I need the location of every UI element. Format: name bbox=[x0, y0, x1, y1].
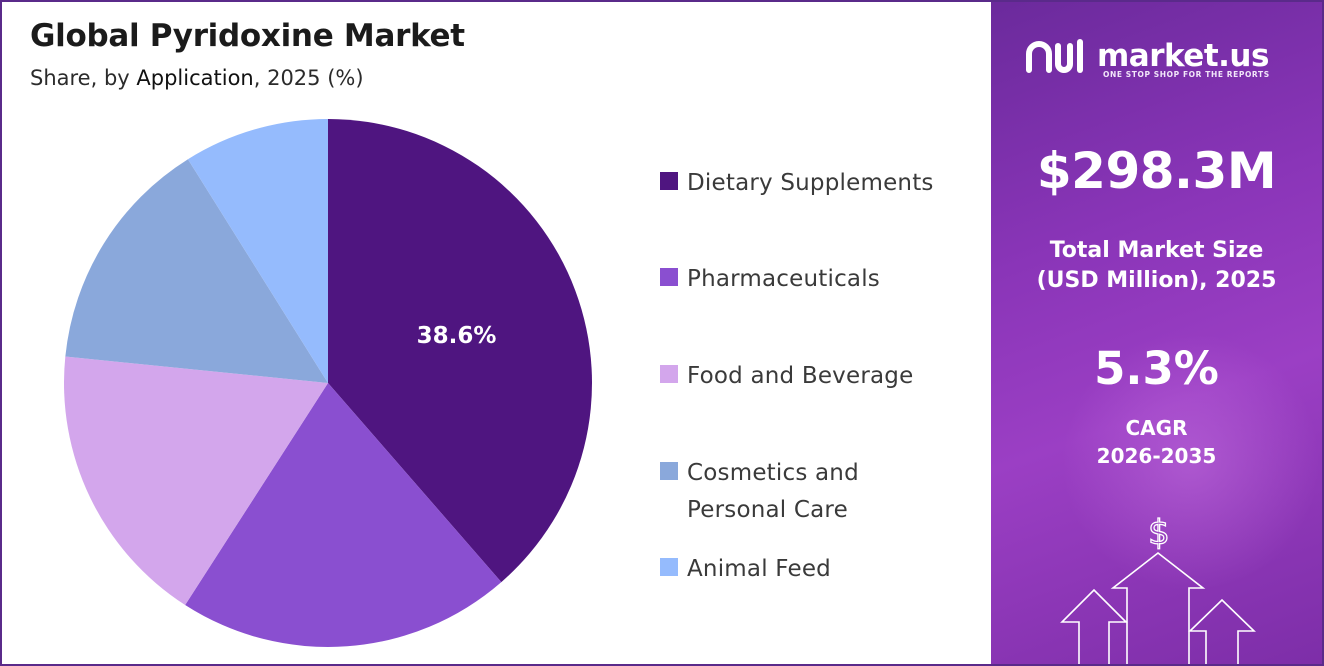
chart-subtitle: Share, by Application, 2025 (%) bbox=[30, 66, 364, 90]
dollar-icon: $ bbox=[1148, 513, 1170, 553]
market-size-value: $298.3M bbox=[1036, 142, 1277, 200]
market-size-label-line2: (USD Million), 2025 bbox=[1036, 268, 1277, 293]
cagr-period: 2026-2035 bbox=[1096, 444, 1217, 468]
legend-swatch bbox=[660, 365, 678, 383]
panel-glow bbox=[1061, 332, 1321, 592]
chart-title: Global Pyridoxine Market bbox=[30, 18, 465, 54]
brand-logo: market.us bbox=[1025, 36, 1269, 76]
brand-name: market.us bbox=[1097, 37, 1269, 74]
pie-slice-pharmaceuticals bbox=[185, 383, 502, 648]
cagr-label: CAGR bbox=[1125, 416, 1188, 440]
subtitle-prefix: Share, by bbox=[30, 66, 137, 90]
legend-item: Dietary Supplements bbox=[660, 165, 960, 202]
legend-swatch bbox=[660, 172, 678, 190]
cagr-value: 5.3% bbox=[1094, 342, 1219, 395]
pie-chart: 38.6% bbox=[63, 119, 593, 648]
legend-item: Cosmetics and Personal Care bbox=[660, 455, 960, 529]
subtitle-suffix: , 2025 (%) bbox=[253, 66, 364, 90]
pie-slice-animal-feed bbox=[187, 119, 328, 383]
pie-slice-cosmetics-and-personal-care bbox=[65, 159, 328, 383]
legend-item: Food and Beverage bbox=[660, 358, 960, 395]
legend-item: Pharmaceuticals bbox=[660, 261, 960, 298]
legend-swatch bbox=[660, 462, 678, 480]
legend-swatch bbox=[660, 268, 678, 286]
subtitle-application: Application bbox=[136, 66, 254, 90]
legend-label: Cosmetics and Personal Care bbox=[687, 460, 859, 523]
legend-label: Food and Beverage bbox=[687, 363, 914, 389]
pie-slice-food-and-beverage bbox=[63, 356, 328, 606]
chart-panel: Global Pyridoxine Market Share, by Appli… bbox=[2, 2, 988, 664]
pie-slice-dietary-supplements bbox=[328, 119, 593, 583]
legend-label: Pharmaceuticals bbox=[687, 266, 880, 292]
legend-swatch bbox=[660, 558, 678, 576]
brand-mark-icon bbox=[1026, 39, 1083, 73]
market-size-label-line1: Total Market Size bbox=[1049, 238, 1264, 263]
legend-label: Dietary Supplements bbox=[687, 170, 934, 196]
legend-item: Animal Feed bbox=[660, 551, 960, 588]
legend-label: Animal Feed bbox=[687, 556, 831, 582]
summary-panel: market.us ONE STOP SHOP FOR THE REPORTS … bbox=[991, 2, 1322, 664]
pie-data-label: 38.6% bbox=[417, 323, 497, 349]
brand-tagline: ONE STOP SHOP FOR THE REPORTS bbox=[1103, 70, 1270, 79]
growth-arrows-icon: $ bbox=[1060, 512, 1256, 664]
